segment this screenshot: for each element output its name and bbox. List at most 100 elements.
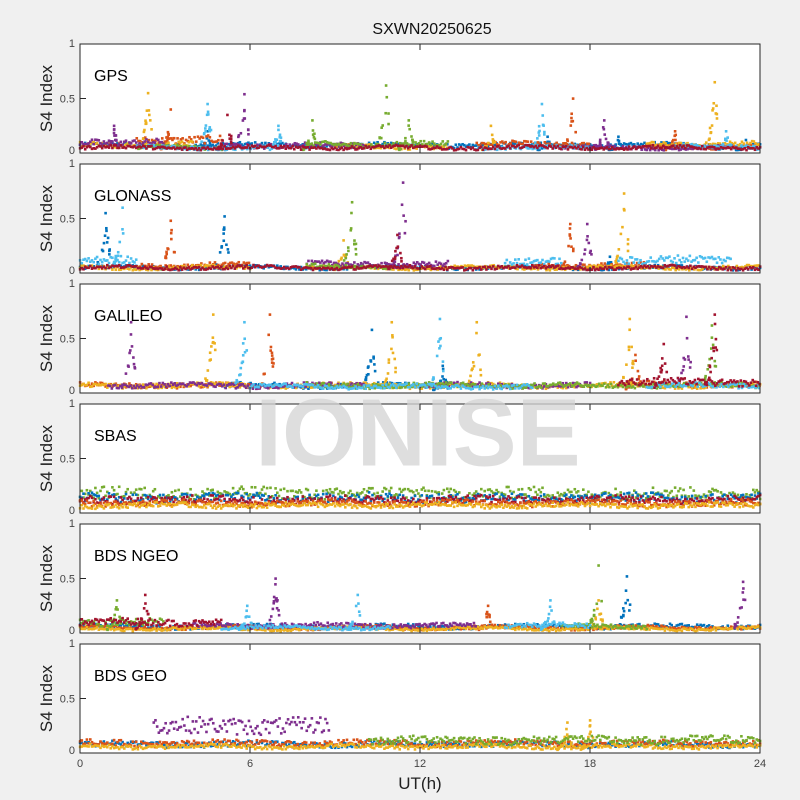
- data-point: [720, 261, 724, 265]
- data-point: [380, 261, 383, 265]
- data-point: [471, 143, 475, 147]
- data-point: [80, 261, 84, 265]
- data-point: [117, 260, 121, 264]
- data-point: [210, 139, 213, 143]
- data-point: [102, 142, 106, 146]
- data-point: [351, 264, 354, 267]
- data-point: [740, 148, 743, 151]
- data-point: [289, 146, 293, 150]
- data-point: [95, 265, 99, 269]
- data-point: [213, 140, 217, 144]
- data-point: [148, 385, 152, 389]
- data-point: [594, 265, 598, 268]
- data-point: [142, 146, 145, 150]
- data-point: [155, 267, 158, 270]
- data-point: [124, 259, 128, 262]
- data-point: [244, 262, 247, 265]
- data-point: [687, 266, 690, 270]
- data-point: [232, 142, 235, 146]
- data-point: [260, 145, 264, 149]
- data-point: [692, 144, 696, 147]
- data-point: [372, 264, 376, 267]
- data-point: [714, 257, 717, 261]
- data-point: [716, 147, 719, 150]
- data-point: [630, 256, 634, 259]
- data-point: [99, 145, 102, 148]
- data-point: [500, 147, 503, 150]
- data-point: [421, 260, 424, 264]
- data-point: [529, 261, 532, 265]
- data-point: [619, 146, 622, 150]
- data-point: [357, 146, 361, 150]
- data-point: [658, 146, 662, 150]
- data-point: [217, 263, 220, 267]
- data-point: [596, 265, 599, 269]
- data-point: [419, 263, 422, 266]
- data-point: [229, 134, 233, 138]
- data-point: [746, 145, 750, 149]
- data-point: [303, 266, 306, 269]
- data-point: [354, 142, 358, 146]
- data-point: [612, 268, 616, 272]
- data-point: [94, 147, 97, 150]
- data-point: [598, 141, 602, 145]
- data-point: [217, 382, 221, 386]
- data-point: [648, 144, 651, 148]
- data-point: [376, 146, 379, 150]
- data-point: [245, 265, 248, 269]
- data-point: [204, 124, 208, 127]
- data-point: [246, 384, 250, 388]
- data-point: [109, 144, 112, 147]
- data-point: [502, 266, 505, 270]
- data-point: [400, 264, 403, 268]
- data-point: [468, 264, 472, 268]
- data-point: [89, 142, 92, 146]
- data-point: [202, 268, 206, 271]
- data-point: [655, 146, 658, 150]
- data-point: [162, 145, 165, 149]
- data-point: [457, 143, 461, 146]
- data-point: [109, 141, 112, 145]
- data-point: [615, 255, 619, 259]
- data-point: [680, 387, 684, 390]
- data-point: [616, 147, 619, 150]
- data-point: [228, 137, 232, 140]
- data-point: [189, 268, 192, 271]
- data-point: [233, 267, 237, 270]
- data-point: [707, 265, 711, 269]
- data-point: [678, 143, 682, 147]
- data-point: [430, 267, 434, 270]
- data-point: [452, 266, 456, 270]
- data-point: [736, 147, 740, 150]
- data-point: [435, 385, 439, 388]
- data-point: [94, 266, 97, 270]
- data-point: [461, 142, 464, 146]
- data-point: [347, 265, 350, 269]
- data-point: [699, 147, 702, 151]
- data-point: [463, 147, 466, 151]
- data-point: [207, 382, 211, 385]
- data-point: [392, 268, 395, 271]
- data-point: [278, 140, 282, 143]
- data-point: [350, 382, 353, 385]
- data-point: [270, 351, 274, 355]
- data-point: [719, 267, 723, 270]
- data-point: [441, 375, 444, 378]
- data-point: [379, 145, 383, 148]
- data-point: [216, 147, 219, 151]
- data-point: [337, 263, 341, 267]
- plot-area: [80, 164, 760, 273]
- data-point: [629, 255, 632, 259]
- data-point: [135, 137, 139, 140]
- data-point: [650, 147, 653, 150]
- data-point: [214, 385, 217, 389]
- data-point: [575, 147, 578, 150]
- data-point: [274, 266, 277, 269]
- data-point: [712, 101, 716, 105]
- data-point: [634, 265, 638, 269]
- data-point: [417, 262, 421, 266]
- data-point: [659, 255, 663, 258]
- data-point: [321, 147, 325, 151]
- data-point: [502, 382, 505, 386]
- data-point: [395, 246, 398, 250]
